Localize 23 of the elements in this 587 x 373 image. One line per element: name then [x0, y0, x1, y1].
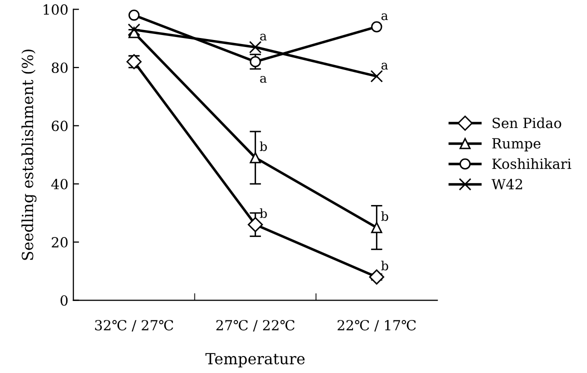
y-tick-label: 20: [52, 237, 68, 248]
x-tick-label: 32℃ / 27℃: [95, 320, 174, 332]
annotation: b: [381, 211, 388, 221]
legend-label: Rumpe: [492, 138, 540, 152]
y-tick-label: 40: [51, 178, 68, 190]
annotation: a: [381, 13, 388, 20]
legend-label: Sen Pidao: [492, 117, 562, 128]
legend-label: Koshihikari: [492, 158, 572, 170]
y-tick-label: 100: [44, 4, 68, 15]
annotation: b: [260, 208, 267, 218]
annotation: b: [260, 141, 267, 152]
y-axis-title: Seedling establishment (%): [21, 50, 36, 260]
x-tick-label: 22℃ / 17℃: [338, 320, 416, 332]
x-tick-label: 27℃ / 22℃: [216, 320, 294, 332]
annotation: b: [381, 260, 388, 270]
annotation: a: [381, 62, 388, 70]
y-tick-label: 60: [52, 120, 68, 132]
annotation: a: [260, 34, 267, 41]
y-tick-label: 80: [52, 62, 68, 73]
x-axis-title: Temperature: [205, 353, 305, 368]
annotation: a: [260, 76, 267, 83]
legend-label: W42: [492, 178, 522, 190]
y-tick-label: 0: [60, 295, 68, 306]
